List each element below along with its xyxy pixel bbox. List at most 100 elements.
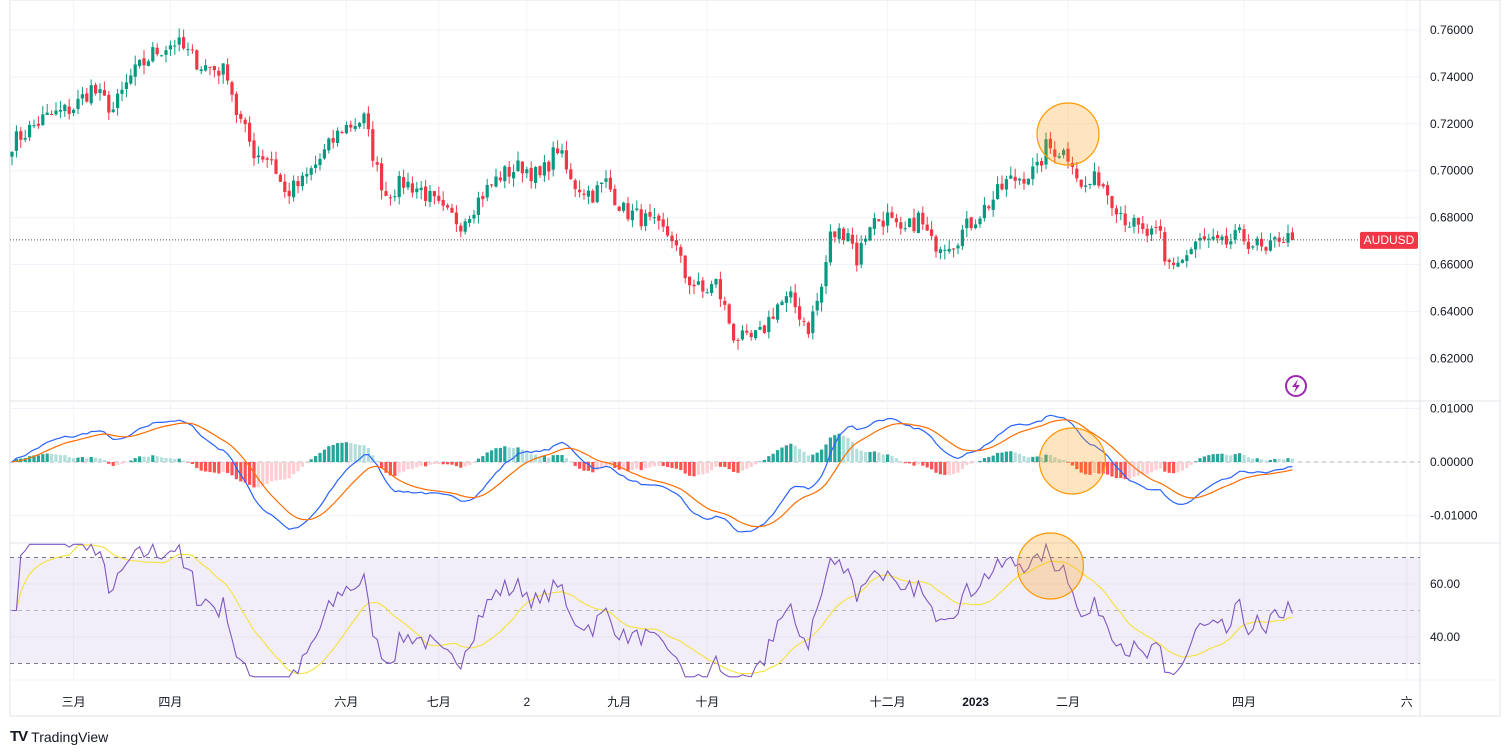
candle-up [551, 147, 555, 170]
histogram-bar [908, 462, 912, 464]
candle-up [710, 284, 714, 293]
price-tick-label: 0.64000 [1430, 304, 1474, 318]
tradingview-logo[interactable]: TV TradingView [10, 728, 108, 745]
candle-up [1180, 259, 1184, 263]
histogram-bar [199, 462, 203, 471]
candle-up [1185, 255, 1189, 261]
candle-up [740, 330, 744, 340]
histogram-bar [1180, 462, 1184, 471]
histogram-bar [1154, 462, 1158, 471]
candle-down [701, 280, 705, 292]
histogram-bar [666, 462, 670, 468]
candle-up [1119, 212, 1123, 214]
histogram-bar [358, 445, 362, 462]
candle-up [28, 124, 32, 138]
histogram-bar [644, 462, 648, 469]
candle-down [578, 189, 582, 193]
candle-up [1251, 246, 1255, 248]
candle-up [811, 311, 815, 334]
candle-up [133, 64, 137, 77]
candle-down [657, 215, 661, 221]
histogram-bar [824, 444, 828, 462]
candle-down [626, 203, 630, 220]
histogram-bar [1167, 462, 1171, 473]
candle-up [947, 248, 951, 252]
candle-up [177, 37, 181, 45]
candle-up [76, 98, 80, 109]
candle-down [1106, 185, 1110, 196]
histogram-bar [551, 455, 555, 462]
histogram-bar [265, 462, 269, 485]
histogram-bar [674, 462, 678, 469]
candle-up [336, 130, 340, 144]
histogram-bar [1119, 462, 1123, 479]
histogram-bar [256, 462, 260, 488]
candle-down [930, 229, 934, 236]
candle-down [1172, 262, 1176, 266]
histogram-bar [960, 462, 964, 470]
candle-down [432, 191, 436, 197]
histogram-bar [1150, 462, 1154, 473]
candle-up [886, 212, 890, 226]
price-tick-label: 0.62000 [1430, 351, 1474, 365]
histogram-bar [428, 462, 432, 465]
histogram-bar [120, 462, 124, 464]
candle-up [542, 162, 546, 176]
candle-up [1233, 230, 1237, 240]
candle-down [155, 47, 159, 55]
candle-up [45, 112, 49, 116]
histogram-bar [450, 462, 454, 465]
histogram-bar [274, 462, 278, 481]
histogram-bar [1092, 462, 1096, 474]
candle-down [1163, 232, 1167, 262]
histogram-bar [1290, 458, 1294, 462]
histogram-bar [705, 462, 709, 474]
histogram-bar [1123, 462, 1127, 480]
candle-up [305, 174, 309, 177]
rsi-ma-line [12, 544, 1293, 675]
candle-up [630, 210, 634, 221]
symbol-label: AUDUSD [1364, 233, 1415, 247]
candle-up [820, 286, 824, 303]
time-tick-label: 2 [523, 695, 530, 709]
histogram-bar [648, 462, 652, 468]
histogram-bar [344, 442, 348, 462]
candle-up [494, 176, 498, 187]
histogram-bar [622, 462, 626, 470]
histogram-bar [28, 456, 32, 462]
histogram-bar [388, 462, 392, 476]
histogram-bar [278, 462, 282, 480]
candle-up [1211, 236, 1215, 240]
histogram-bar [806, 455, 810, 462]
histogram-bar [1246, 457, 1250, 462]
candle-up [1189, 249, 1193, 255]
histogram-bar [1264, 460, 1268, 462]
candle-up [14, 131, 18, 151]
histogram-bar [934, 462, 938, 473]
candle-up [1220, 236, 1224, 240]
candle-up [859, 243, 863, 265]
histogram-bar [996, 452, 1000, 462]
candle-down [36, 123, 40, 126]
candle-down [85, 93, 89, 102]
histogram-bar [520, 449, 524, 462]
histogram-bar [767, 456, 771, 462]
histogram-bar [309, 459, 313, 462]
lightning-icon[interactable] [1285, 375, 1307, 397]
histogram-bar [723, 462, 727, 467]
candle-down [569, 169, 573, 180]
candle-up [138, 59, 142, 67]
histogram-bar [573, 462, 577, 466]
time-tick-label: 十月 [695, 695, 719, 709]
histogram-bar [1229, 455, 1233, 462]
candle-down [459, 225, 463, 232]
histogram-bar [1238, 453, 1242, 462]
candle-down [727, 304, 731, 324]
histogram-bar [98, 458, 102, 462]
histogram-bar [142, 456, 146, 462]
symbol-label-bg [1360, 231, 1418, 249]
histogram-bar [1088, 462, 1092, 475]
histogram-bar [36, 455, 40, 462]
histogram-bar [815, 452, 819, 462]
